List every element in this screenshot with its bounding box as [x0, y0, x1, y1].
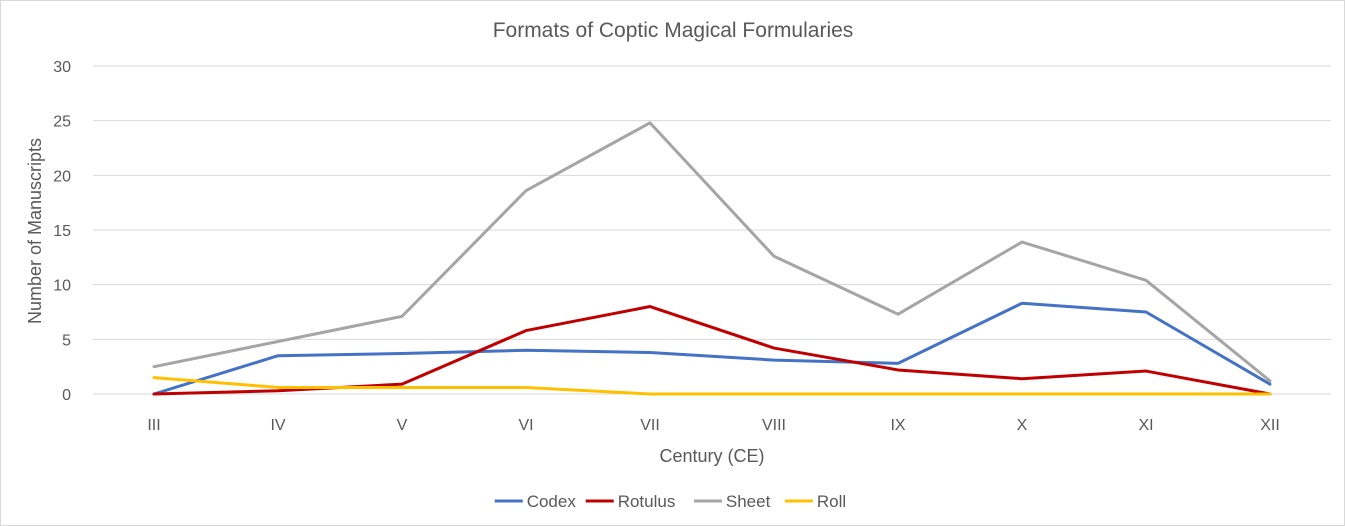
legend-label: Rotulus [618, 492, 676, 511]
x-tick-label: XI [1138, 417, 1153, 434]
chart-title: Formats of Coptic Magical Formularies [493, 19, 854, 42]
x-tick-label: XII [1260, 417, 1280, 434]
x-tick-label: X [1017, 417, 1028, 434]
x-tick-label: III [147, 417, 160, 434]
series-line-codex [152, 301, 1272, 396]
x-tick-label: VI [518, 417, 533, 434]
y-tick-label: 0 [62, 387, 71, 404]
x-tick-label: V [397, 417, 408, 434]
x-axis-title: Century (CE) [659, 446, 764, 466]
series-lines [152, 121, 1272, 396]
gridlines [93, 65, 1331, 395]
y-axis-title: Number of Manuscripts [25, 138, 45, 324]
x-tick-label: IV [270, 417, 285, 434]
legend: Codex Rotulus Sheet Roll [494, 492, 846, 511]
series-line-rotulus [152, 305, 1272, 396]
legend-item-sheet: Sheet [693, 492, 771, 511]
legend-item-rotulus: Rotulus [585, 492, 676, 511]
x-tick-label: VII [640, 417, 660, 434]
legend-label: Roll [817, 492, 846, 511]
y-axis-ticks: 0 5 10 15 20 25 30 [53, 59, 71, 404]
y-tick-label: 5 [62, 332, 71, 349]
y-tick-label: 10 [53, 278, 71, 295]
x-tick-label: VIII [762, 417, 786, 434]
y-tick-label: 30 [53, 59, 71, 76]
series-line-roll [152, 376, 1272, 396]
x-axis-ticks: III IV V VI VII VIII IX X XI XII [147, 417, 1279, 434]
x-tick-label: IX [890, 417, 905, 434]
y-tick-label: 15 [53, 223, 71, 240]
series-line-sheet [152, 121, 1272, 383]
legend-item-codex: Codex [494, 492, 577, 511]
legend-item-roll: Roll [784, 492, 846, 511]
legend-label: Codex [527, 492, 577, 511]
legend-label: Sheet [726, 492, 771, 511]
y-tick-label: 20 [53, 168, 71, 185]
y-tick-label: 25 [53, 114, 71, 131]
